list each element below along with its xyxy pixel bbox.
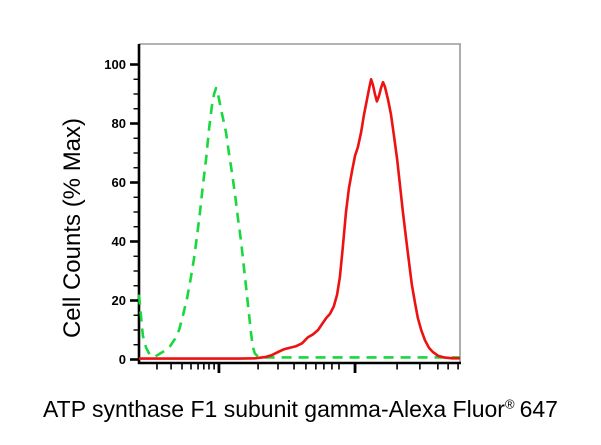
- y-tick-label: 100: [104, 57, 126, 72]
- y-tick-label: 80: [112, 116, 126, 131]
- y-tick-label: 40: [112, 234, 126, 249]
- x-axis-label: ATP synthase F1 subunit gamma-Alexa Fluo…: [0, 392, 601, 426]
- y-tick-label: 0: [119, 352, 126, 367]
- y-tick-label: 60: [112, 175, 126, 190]
- registered-trademark-symbol: ®: [504, 396, 515, 412]
- x-axis-label-main: ATP synthase F1 subunit gamma-Alexa Fluo…: [43, 396, 505, 422]
- y-tick-label: 20: [112, 293, 126, 308]
- red-solid-curve: [139, 78, 460, 360]
- green-dashed-curve: [137, 86, 460, 359]
- y-axis-label: Cell Counts (% Max): [59, 117, 86, 339]
- x-axis-label-suffix: 647: [519, 396, 558, 422]
